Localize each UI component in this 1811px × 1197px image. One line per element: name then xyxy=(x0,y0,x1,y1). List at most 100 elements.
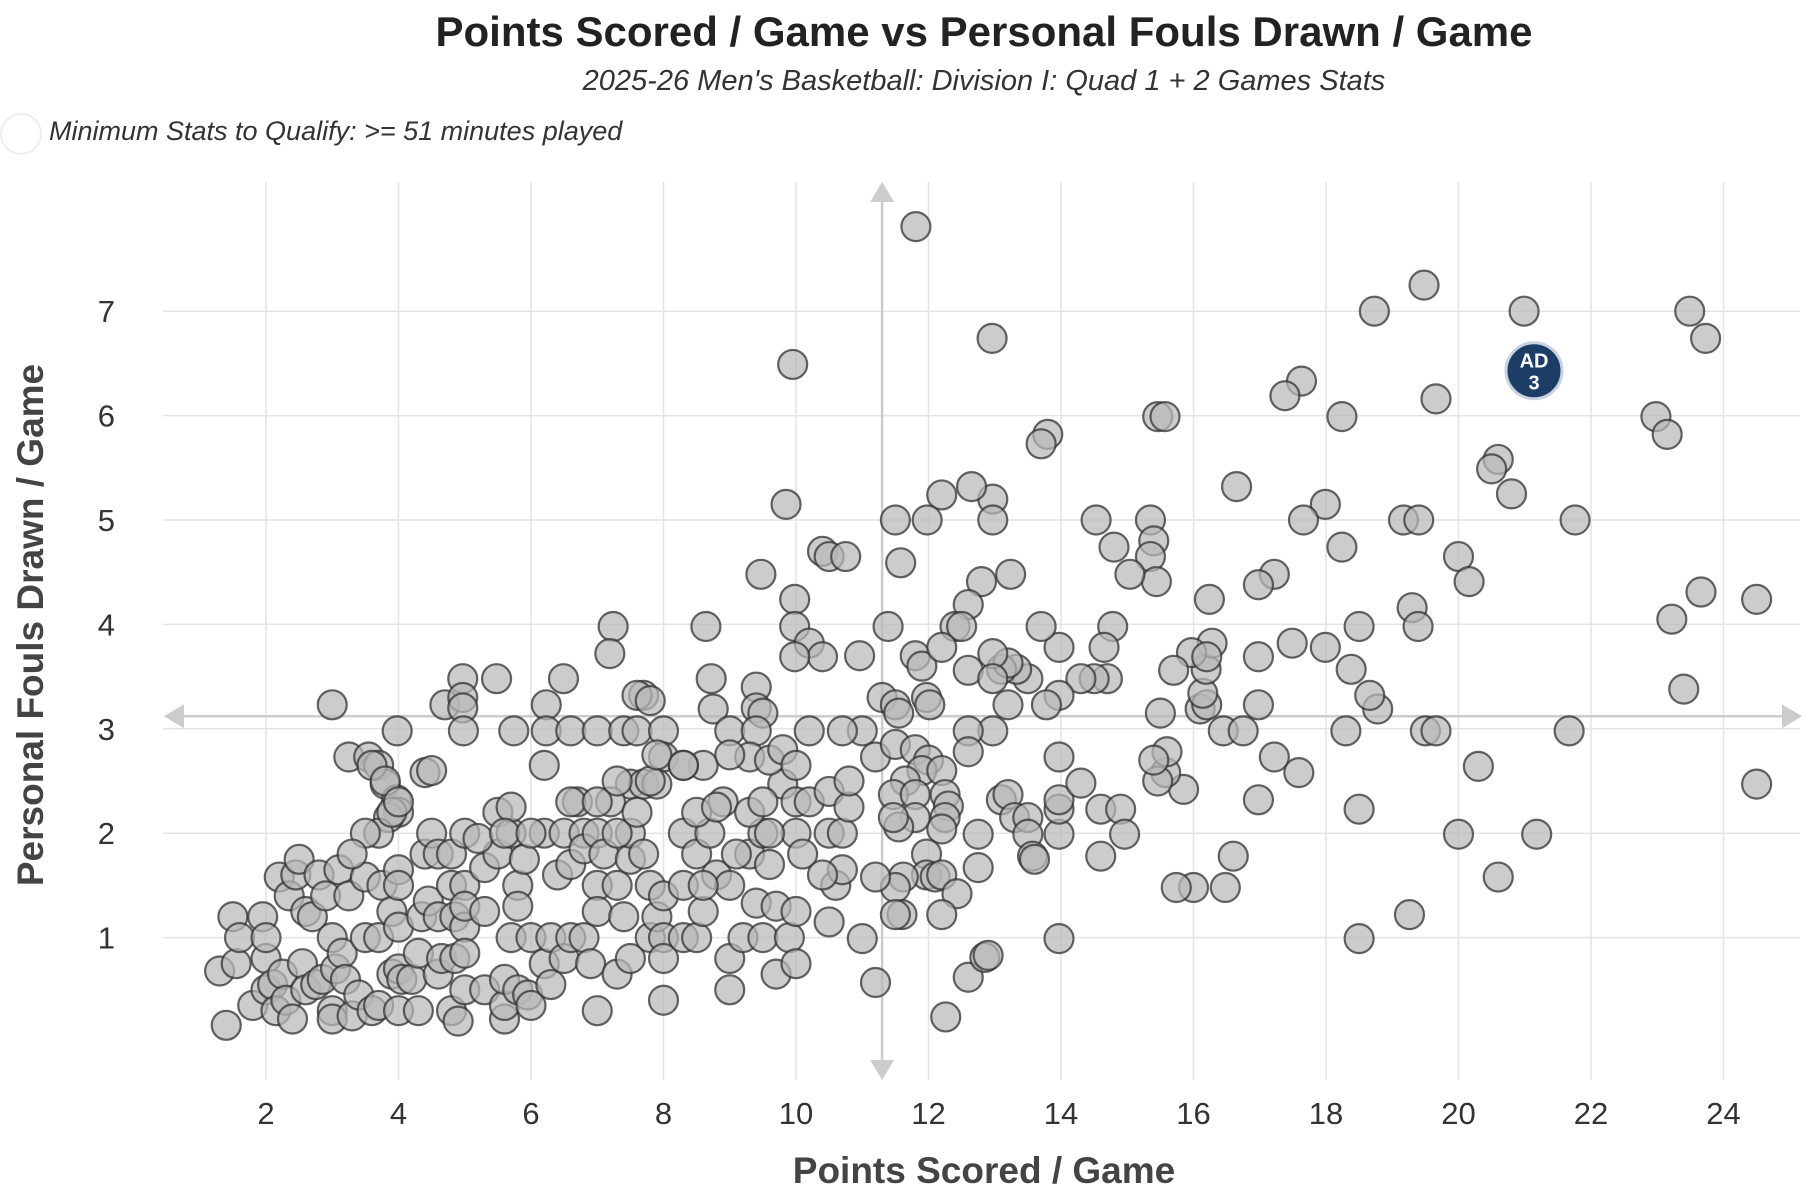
highlight-point[interactable]: AD 3 xyxy=(1504,341,1564,401)
data-point[interactable] xyxy=(777,348,809,381)
data-point[interactable] xyxy=(515,817,547,849)
data-point[interactable] xyxy=(1690,322,1722,354)
data-point[interactable] xyxy=(952,961,984,993)
data-point[interactable] xyxy=(1258,741,1290,773)
data-point[interactable] xyxy=(695,663,727,695)
data-point[interactable] xyxy=(276,1003,309,1035)
data-point[interactable] xyxy=(992,689,1024,721)
data-point[interactable] xyxy=(614,942,646,975)
data-point[interactable] xyxy=(223,921,256,954)
data-point[interactable] xyxy=(826,817,858,849)
data-point[interactable] xyxy=(1476,453,1508,485)
data-point[interactable] xyxy=(1085,840,1117,872)
data-point[interactable] xyxy=(581,786,613,818)
data-point[interactable] xyxy=(965,565,998,598)
data-point[interactable] xyxy=(575,948,607,980)
data-point[interactable] xyxy=(382,786,415,818)
data-point[interactable] xyxy=(1160,871,1192,904)
data-point[interactable] xyxy=(495,791,527,823)
data-point[interactable] xyxy=(962,852,994,884)
data-point[interactable] xyxy=(714,974,746,1006)
data-point[interactable] xyxy=(250,921,282,954)
data-point[interactable] xyxy=(1343,923,1375,955)
data-point[interactable] xyxy=(581,995,613,1027)
data-point[interactable] xyxy=(813,906,845,938)
data-point[interactable] xyxy=(1227,715,1259,747)
data-point[interactable] xyxy=(914,689,946,721)
data-point[interactable] xyxy=(382,869,415,902)
data-point[interactable] xyxy=(1343,793,1375,825)
data-point[interactable] xyxy=(877,801,909,834)
data-point[interactable] xyxy=(597,610,629,643)
data-point[interactable] xyxy=(621,715,653,747)
data-point[interactable] xyxy=(1114,558,1146,590)
highlight-point-marker[interactable] xyxy=(1504,341,1564,401)
data-point[interactable] xyxy=(628,838,660,870)
data-point[interactable] xyxy=(1408,269,1440,301)
data-point[interactable] xyxy=(1158,654,1190,686)
data-point[interactable] xyxy=(1495,478,1528,510)
data-point[interactable] xyxy=(955,470,988,503)
data-point[interactable] xyxy=(462,822,494,855)
data-point[interactable] xyxy=(833,791,865,823)
data-point[interactable] xyxy=(859,861,892,893)
data-point[interactable] xyxy=(488,817,521,849)
data-point[interactable] xyxy=(1043,631,1075,663)
data-point[interactable] xyxy=(859,966,892,999)
data-point[interactable] xyxy=(535,968,567,1001)
data-point[interactable] xyxy=(1144,697,1176,729)
data-point[interactable] xyxy=(972,939,1004,971)
data-point[interactable] xyxy=(502,890,534,922)
data-point[interactable] xyxy=(690,610,722,643)
data-point[interactable] xyxy=(1651,418,1683,450)
data-point[interactable] xyxy=(515,989,547,1022)
data-point[interactable] xyxy=(1276,627,1308,659)
data-point[interactable] xyxy=(911,504,943,536)
data-point[interactable] xyxy=(621,796,653,828)
data-point[interactable] xyxy=(568,921,600,954)
data-point[interactable] xyxy=(697,693,729,725)
data-point[interactable] xyxy=(1065,663,1097,695)
data-point[interactable] xyxy=(1393,899,1426,931)
data-point[interactable] xyxy=(977,504,1009,536)
data-point[interactable] xyxy=(830,540,862,573)
data-point[interactable] xyxy=(745,558,777,590)
data-point[interactable] xyxy=(885,547,917,579)
data-point[interactable] xyxy=(1242,784,1275,816)
data-point[interactable] xyxy=(753,817,786,849)
data-point[interactable] xyxy=(879,504,911,536)
data-point[interactable] xyxy=(581,715,613,747)
data-point[interactable] xyxy=(681,921,713,954)
data-point[interactable] xyxy=(601,817,633,849)
data-point[interactable] xyxy=(416,754,448,787)
data-point[interactable] xyxy=(336,838,368,870)
data-point[interactable] xyxy=(780,749,812,781)
data-point[interactable] xyxy=(1354,679,1386,711)
data-point[interactable] xyxy=(1462,750,1494,782)
data-point[interactable] xyxy=(879,899,911,931)
data-point[interactable] xyxy=(833,765,865,797)
data-point[interactable] xyxy=(1242,569,1275,601)
data-point[interactable] xyxy=(1043,784,1075,816)
data-point[interactable] xyxy=(581,895,613,928)
data-point[interactable] xyxy=(1343,610,1375,643)
data-point[interactable] xyxy=(900,211,932,243)
data-point[interactable] xyxy=(1741,583,1773,615)
data-point[interactable] xyxy=(793,715,825,747)
data-point[interactable] xyxy=(1018,843,1051,875)
data-point[interactable] xyxy=(770,488,802,520)
data-point[interactable] xyxy=(976,322,1008,354)
data-point[interactable] xyxy=(995,558,1027,590)
data-point[interactable] xyxy=(1420,383,1452,415)
data-point[interactable] xyxy=(1674,295,1706,327)
data-point[interactable] xyxy=(1309,631,1341,663)
data-point[interactable] xyxy=(843,640,876,672)
data-point[interactable] xyxy=(779,583,811,615)
data-point[interactable] xyxy=(1088,631,1120,663)
data-point[interactable] xyxy=(941,878,973,910)
data-point[interactable] xyxy=(687,869,719,902)
data-point[interactable] xyxy=(952,736,984,768)
data-point[interactable] xyxy=(1220,470,1253,503)
data-point[interactable] xyxy=(1685,576,1717,608)
data-point[interactable] xyxy=(1043,923,1075,955)
